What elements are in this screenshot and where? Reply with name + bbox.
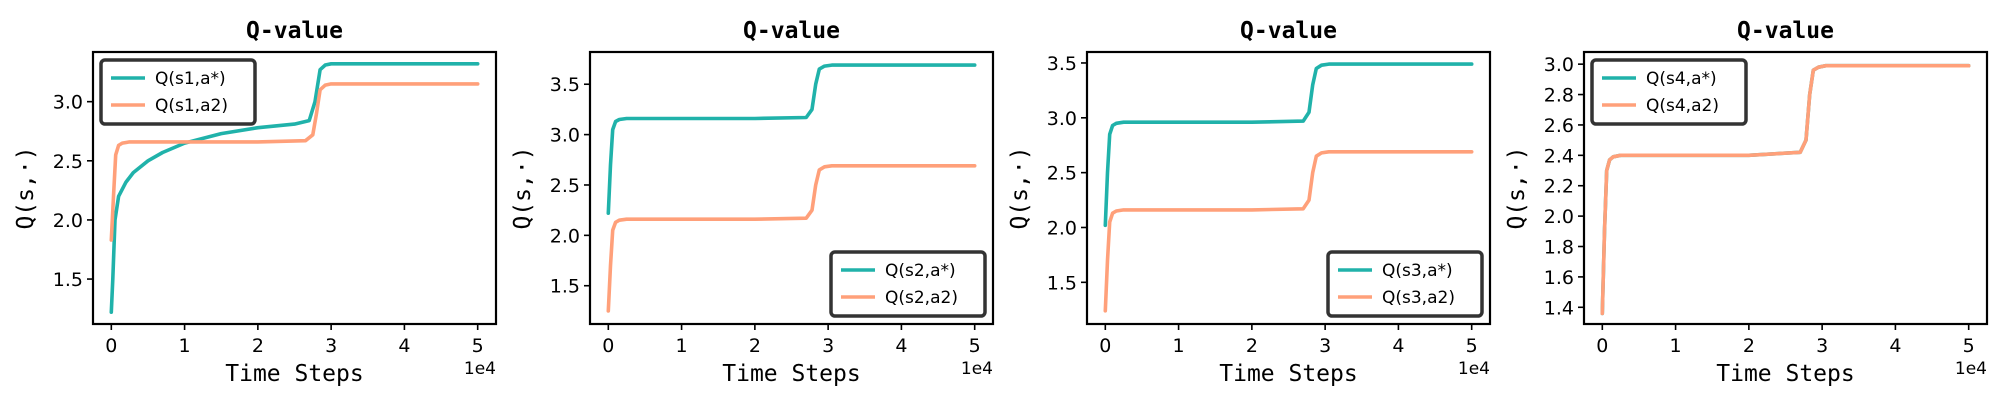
y-axis-label: Q(s,·) [1007, 146, 1033, 229]
legend-box [99, 58, 257, 126]
legend: Q(s3,a*) Q(s3,a2) [1326, 250, 1484, 318]
series-line-1 [606, 63, 977, 215]
y-tick-label: 2.6 [1544, 115, 1574, 137]
y-tick-label: 3.0 [53, 92, 83, 114]
legend-box [1326, 250, 1484, 318]
x-tick-label: 0 [105, 335, 117, 357]
legend-box [1590, 58, 1748, 126]
chart-title: Q-value [743, 18, 840, 44]
x-offset-label: 1e4 [1955, 359, 1987, 379]
chart-title: Q-value [246, 18, 343, 44]
y-tick-label: 2.0 [1047, 217, 1077, 239]
x-tick-label: 0 [1596, 335, 1608, 357]
x-tick-label: 3 [325, 335, 337, 357]
y-tick-label: 2.5 [53, 151, 83, 173]
y-tick-label: 1.5 [1047, 272, 1077, 294]
chart-panel-1: 0 1 2 3 4 5 1.5 2.0 2.5 3.0 Q-value Time Steps Q(s,·… [13, 18, 498, 387]
series-line-2 [109, 82, 480, 242]
y-tick-label: 2.8 [1544, 85, 1574, 107]
legend-label: Q(s2,a*) [885, 261, 956, 281]
chart-panel-4: 0 1 2 3 4 5 1.4 1.6 1.8 2.0 2.2 2.4 2.6 2.8 3.0 Q-value… [1504, 18, 1989, 387]
series-line-1 [1103, 62, 1474, 228]
y-tick-label: 3.0 [1544, 54, 1574, 76]
series-line-1 [109, 62, 480, 314]
legend: Q(s4,a*) Q(s4,a2) [1590, 58, 1748, 126]
x-tick-label: 5 [1466, 335, 1478, 357]
y-tick-label: 1.6 [1544, 267, 1574, 289]
y-tick-label: 1.8 [1544, 237, 1574, 259]
legend-label: Q(s3,a2) [1382, 288, 1455, 308]
series-line-2 [1600, 63, 1971, 316]
legend-box [829, 250, 987, 318]
x-tick-label: 5 [969, 335, 981, 357]
x-offset-label: 1e4 [464, 359, 496, 379]
y-tick-label: 2.5 [550, 175, 580, 197]
axes-frame [1085, 50, 1492, 326]
axes-frame [91, 50, 498, 326]
series-line-2 [606, 164, 977, 313]
x-tick-label: 4 [1889, 335, 1901, 357]
y-tick-label: 2.0 [550, 225, 580, 247]
x-axis-label: Time Steps [722, 361, 860, 387]
y-tick-label: 1.4 [1544, 297, 1574, 319]
x-tick-label: 5 [472, 335, 484, 357]
x-axis-label: Time Steps [1219, 361, 1357, 387]
x-tick-label: 1 [179, 335, 191, 357]
axes-frame [588, 50, 995, 326]
x-tick-label: 2 [252, 335, 264, 357]
x-tick-label: 2 [1743, 335, 1755, 357]
x-tick-label: 4 [398, 335, 410, 357]
legend: Q(s1,a*) Q(s1,a2) [99, 58, 257, 126]
x-axis-label: Time Steps [1716, 361, 1854, 387]
x-tick-label: 1 [1670, 335, 1682, 357]
y-tick-label: 3.0 [550, 125, 580, 147]
x-tick-label: 3 [1816, 335, 1828, 357]
y-tick-label: 3.5 [1047, 53, 1077, 75]
axes-frame [1582, 50, 1989, 326]
y-tick-label: 1.5 [550, 276, 580, 298]
series-line-2 [1103, 150, 1474, 313]
x-tick-label: 4 [1392, 335, 1404, 357]
legend-label: Q(s2,a2) [885, 288, 958, 308]
x-tick-label: 3 [822, 335, 834, 357]
y-tick-label: 3.0 [1047, 108, 1077, 130]
legend-label: Q(s3,a*) [1382, 261, 1453, 281]
x-tick-label: 3 [1319, 335, 1331, 357]
y-tick-label: 2.0 [53, 210, 83, 232]
y-axis-label: Q(s,·) [1504, 146, 1530, 229]
x-offset-label: 1e4 [961, 359, 993, 379]
y-tick-label: 1.5 [53, 269, 83, 291]
x-tick-label: 5 [1963, 335, 1975, 357]
y-tick-label: 2.5 [1047, 163, 1077, 185]
x-offset-label: 1e4 [1458, 359, 1490, 379]
y-tick-label: 3.5 [550, 74, 580, 96]
x-tick-label: 0 [602, 335, 614, 357]
x-tick-label: 1 [1173, 335, 1185, 357]
chart-panel-3: 0 1 2 3 4 5 1.5 2.0 2.5 3.0 3.5 Q-value Time Steps Q(… [1007, 18, 1492, 387]
legend-label: Q(s4,a*) [1646, 69, 1717, 89]
legend: Q(s2,a*) Q(s2,a2) [829, 250, 987, 318]
legend-label: Q(s1,a*) [155, 69, 226, 89]
chart-panel-2: 0 1 2 3 4 5 1.5 2.0 2.5 3.0 3.5 Q-value Time Steps Q(… [510, 18, 995, 387]
legend-label: Q(s1,a2) [155, 96, 228, 116]
y-tick-label: 2.2 [1544, 176, 1574, 198]
x-axis-label: Time Steps [225, 361, 363, 387]
legend-label: Q(s4,a2) [1646, 96, 1719, 116]
y-tick-label: 2.0 [1544, 206, 1574, 228]
y-axis-label: Q(s,·) [510, 146, 536, 229]
x-tick-label: 1 [676, 335, 688, 357]
x-tick-label: 2 [1246, 335, 1258, 357]
y-axis-label: Q(s,·) [13, 146, 39, 229]
x-tick-label: 0 [1099, 335, 1111, 357]
x-tick-label: 2 [749, 335, 761, 357]
y-tick-label: 2.4 [1544, 145, 1574, 167]
chart-title: Q-value [1737, 18, 1834, 44]
chart-title: Q-value [1240, 18, 1337, 44]
x-tick-label: 4 [895, 335, 907, 357]
